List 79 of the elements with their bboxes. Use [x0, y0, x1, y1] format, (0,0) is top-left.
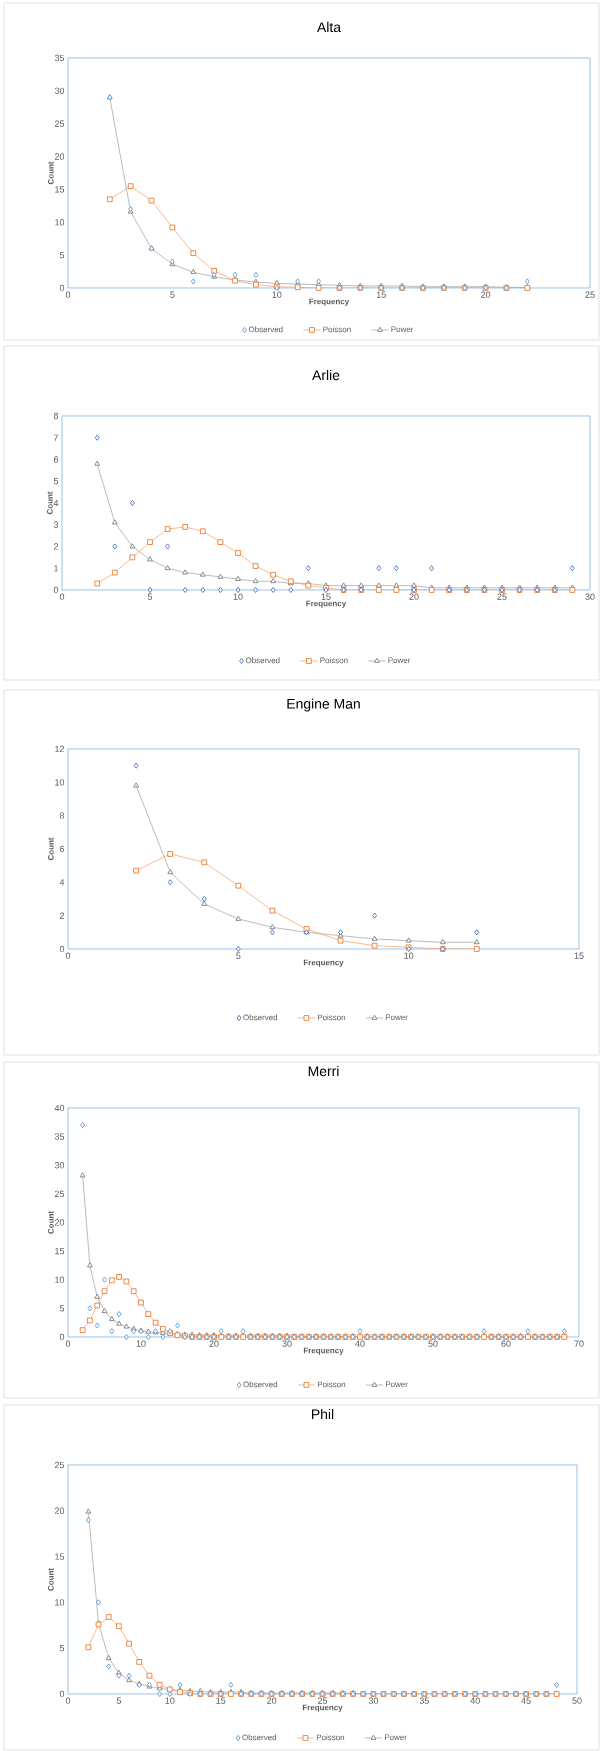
y-tick-label: 10: [55, 779, 65, 786]
x-tick-label: 35: [419, 1697, 429, 1704]
y-tick-label: 10: [55, 219, 65, 226]
x-tick-label: 10: [136, 1340, 146, 1347]
y-tick-label: 6: [59, 845, 65, 853]
y-tick-label: 5: [59, 1305, 65, 1312]
y-tick-label: 0: [53, 586, 59, 594]
x-tick-label: 25: [585, 291, 595, 298]
x-tick-label: 5: [116, 1697, 122, 1704]
x-tick-label: 70: [574, 1340, 584, 1347]
x-tick-label: 0: [65, 1697, 71, 1704]
y-tick-label: 30: [54, 87, 65, 95]
x-tick-label: 50: [428, 1340, 438, 1347]
x-tick-label: 10: [272, 291, 282, 298]
x-tick-label: 0: [65, 952, 71, 959]
x-tick-label: 30: [368, 1697, 379, 1704]
y-tick-label: 5: [59, 251, 65, 259]
x-tick-label: 30: [282, 1340, 292, 1347]
x-tick-label: 20: [267, 1697, 277, 1704]
y-tick-label: 8: [59, 812, 65, 819]
x-tick-label: 60: [501, 1340, 511, 1347]
x-tick-label: 15: [574, 952, 584, 959]
y-tick-label: 25: [54, 1190, 65, 1198]
y-tick-label: 35: [54, 1133, 65, 1140]
x-tick-label: 20: [481, 291, 491, 298]
x-tick-label: 15: [216, 1697, 226, 1704]
y-tick-label: 35: [54, 54, 65, 62]
y-tick-label: 5: [53, 478, 59, 485]
y-tick-label: 5: [59, 1645, 65, 1652]
x-tick-label: 10: [404, 952, 414, 959]
x-tick-label: 20: [209, 1340, 219, 1347]
y-tick-label: 6: [53, 456, 59, 463]
chart-title: Alta: [317, 21, 342, 33]
x-tick-label: 20: [409, 593, 419, 600]
x-tick-label: 30: [585, 593, 595, 600]
y-tick-label: 8: [53, 412, 59, 420]
chart-title: Phil: [312, 1408, 334, 1420]
x-tick-label: 5: [170, 291, 175, 298]
y-tick-label: 4: [59, 879, 65, 886]
y-tick-label: 20: [54, 1219, 65, 1226]
y-tick-label: 25: [54, 120, 65, 127]
y-tick-label: 2: [59, 912, 65, 919]
chart-title: Arlie: [312, 369, 340, 381]
chart-title: Merri: [308, 1065, 339, 1077]
x-tick-label: 15: [321, 593, 331, 600]
x-tick-label: 50: [572, 1697, 582, 1704]
y-tick-label: 10: [55, 1276, 65, 1283]
y-tick-label: 0: [59, 1690, 65, 1698]
y-tick-label: 25: [54, 1461, 65, 1469]
x-tick-label: 25: [317, 1697, 328, 1704]
y-tick-label: 15: [55, 186, 65, 193]
x-tick-label: 25: [497, 593, 507, 600]
y-tick-label: 0: [59, 284, 65, 292]
y-tick-label: 30: [54, 1162, 65, 1169]
y-tick-label: 20: [54, 1507, 65, 1514]
y-tick-label: 15: [55, 1247, 65, 1255]
y-tick-label: 2: [53, 543, 59, 550]
x-tick-label: 40: [470, 1697, 480, 1704]
y-tick-label: 10: [55, 1599, 65, 1606]
y-tick-label: 1: [54, 565, 59, 572]
y-tick-label: 20: [54, 153, 65, 160]
y-tick-label: 15: [55, 1553, 65, 1560]
x-tick-label: 10: [165, 1697, 175, 1704]
x-tick-label: 15: [376, 291, 386, 298]
x-tick-label: 5: [147, 593, 153, 600]
y-tick-label: 3: [53, 521, 59, 528]
x-tick-label: 0: [65, 291, 71, 298]
y-tick-label: 40: [54, 1104, 65, 1112]
x-tick-label: 5: [236, 952, 241, 959]
y-tick-label: 7: [53, 434, 59, 441]
y-tick-label: 4: [53, 499, 59, 507]
chart-title: Engine Man: [287, 698, 360, 712]
y-tick-label: 0: [59, 945, 65, 953]
x-tick-label: 0: [65, 1340, 71, 1347]
x-tick-label: 40: [355, 1340, 365, 1347]
y-tick-label: 0: [59, 1333, 65, 1341]
x-tick-label: 10: [233, 593, 243, 600]
y-tick-label: 12: [55, 745, 65, 753]
x-tick-label: 45: [521, 1697, 531, 1704]
